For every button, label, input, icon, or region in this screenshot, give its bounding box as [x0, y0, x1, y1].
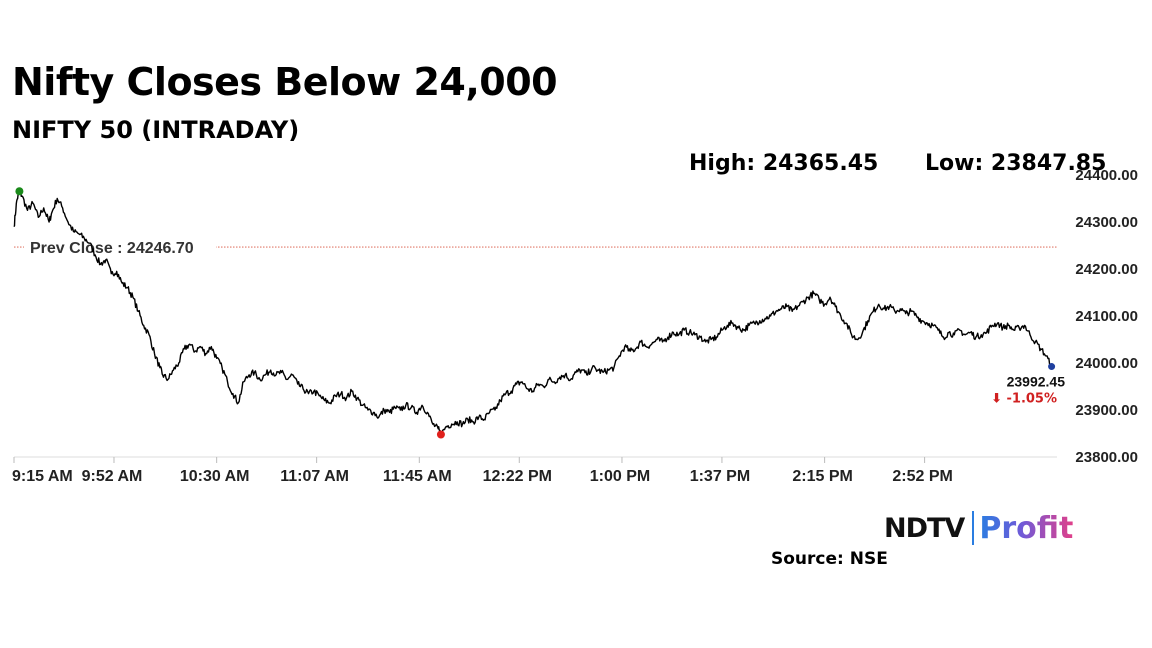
x-tick-label: 2:15 PM: [792, 468, 852, 485]
x-tick-label: 9:52 AM: [82, 468, 143, 485]
x-tick-label: 10:30 AM: [180, 468, 250, 485]
x-tick-label: 1:00 PM: [590, 468, 650, 485]
day-low-label: Low: 23847.85: [925, 151, 1107, 176]
x-tick-label: 12:22 PM: [483, 468, 552, 485]
chart-subtitle: NIFTY 50 (INTRADAY): [12, 116, 300, 144]
x-tick-label: 11:07 AM: [280, 468, 349, 485]
ndtv-profit-logo: NDTV Profit: [884, 508, 1073, 548]
series-line-nifty-50: [13, 190, 1052, 437]
last-price-label: 23992.45: [1007, 374, 1066, 390]
logo-ndtv-text: NDTV: [884, 512, 965, 544]
last-point-marker: [1048, 363, 1056, 371]
low-point-marker: [436, 430, 445, 439]
x-tick-label: 11:45 AM: [383, 468, 452, 485]
y-tick-label: 24000.00: [1075, 355, 1138, 372]
x-tick-label: 1:37 PM: [690, 468, 750, 485]
y-tick-label: 23900.00: [1075, 402, 1138, 419]
prev-close-label: Prev Close : 24246.70: [30, 240, 194, 257]
prev-close-label-bg: [24, 237, 216, 258]
x-tick-label: 2:52 PM: [892, 468, 952, 485]
high-point-marker: [15, 187, 24, 196]
chart-title: Nifty Closes Below 24,000: [12, 60, 558, 104]
y-tick-label: 24200.00: [1075, 261, 1138, 278]
x-tick-label: 9:15 AM: [12, 468, 73, 485]
y-tick-label: 24100.00: [1075, 308, 1138, 325]
y-tick-label: 24300.00: [1075, 214, 1138, 231]
y-tick-label: 24400.00: [1075, 167, 1138, 184]
day-high-label: High: 24365.45: [689, 151, 879, 176]
logo-divider: [972, 511, 975, 545]
y-tick-label: 23800.00: [1075, 449, 1138, 466]
source-label: Source: NSE: [771, 549, 888, 569]
logo-profit-text: Profit: [979, 510, 1074, 546]
percent-change-label: ⬇ -1.05%: [991, 392, 1057, 407]
